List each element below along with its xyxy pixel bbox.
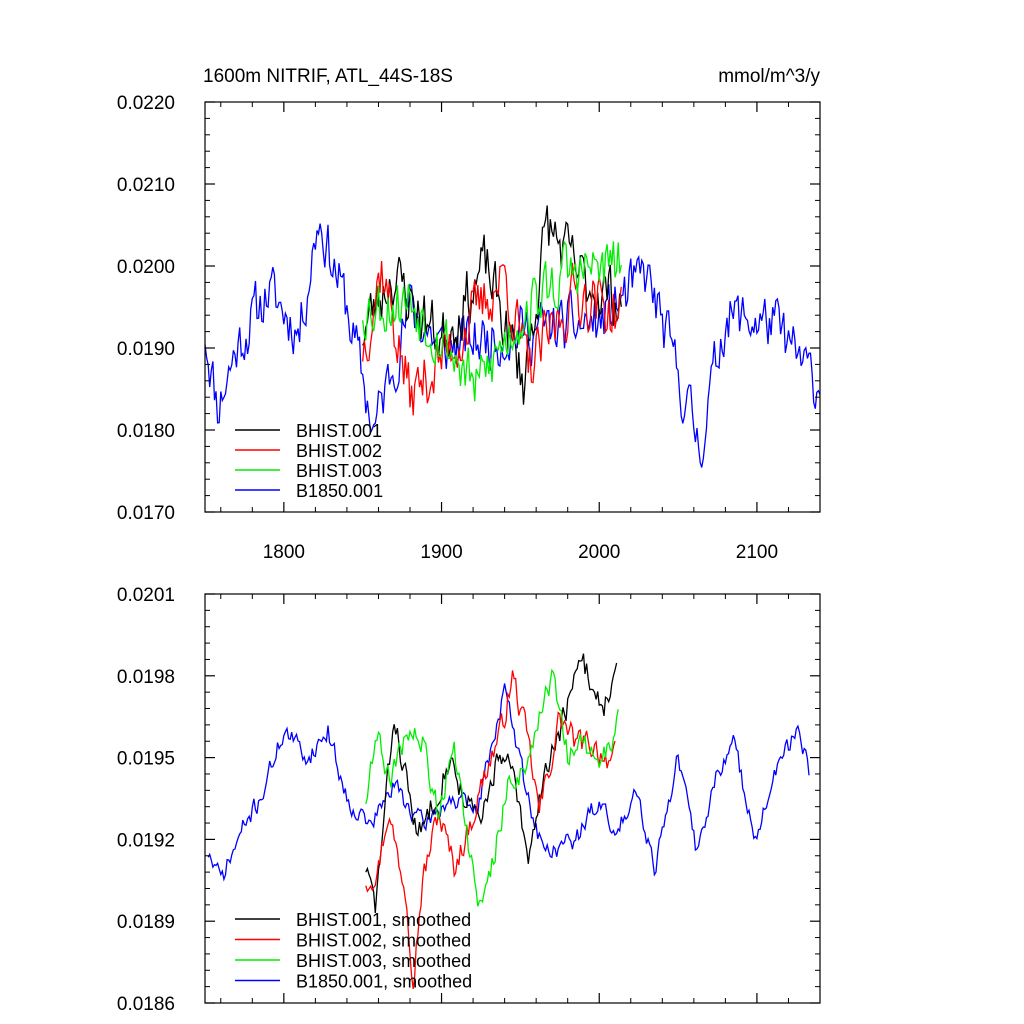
series-line <box>207 683 810 882</box>
bottom-panel: 0.0186 0.0189 0.0192 0.0195 0.0198 0.0201 BHIS… <box>117 585 821 1015</box>
plot-frame <box>204 101 821 513</box>
series-line <box>365 653 618 914</box>
legend-label: BHIST.001 <box>296 421 382 441</box>
series-line <box>362 260 622 416</box>
series-line <box>365 670 616 989</box>
x-tick-label: 2000 <box>578 542 620 563</box>
y-tick-label: 0.0192 <box>117 830 175 851</box>
y-tick-label: 0.0210 <box>117 175 175 196</box>
y-tick-label: 0.0180 <box>117 421 175 442</box>
chart-title: 1600m NITRIF, ATL_44S-18S <box>203 66 453 87</box>
legend-label: B1850.001, smoothed <box>296 972 472 992</box>
series-line <box>365 668 619 907</box>
legend-label: B1850.001 <box>296 481 383 501</box>
legend-label: BHIST.003, smoothed <box>296 951 471 971</box>
y-tick-label: 0.0186 <box>117 994 175 1015</box>
plot-frame <box>204 593 821 1004</box>
chart-units: mmol/m^3/y <box>718 66 820 87</box>
x-tick-label: 1800 <box>263 542 305 563</box>
legend-label: BHIST.002 <box>296 441 382 461</box>
y-tick-label: 0.0220 <box>117 93 175 114</box>
top-panel: 0.0170 0.0180 0.0190 0.0200 0.0210 0.0220 1800… <box>117 93 821 563</box>
series-line <box>362 240 622 402</box>
y-tick-label: 0.0195 <box>117 749 175 770</box>
y-tick-label: 0.0201 <box>117 585 175 606</box>
legend-label: BHIST.003 <box>296 461 382 481</box>
y-tick-label: 0.0189 <box>117 912 175 933</box>
x-tick-label: 2100 <box>736 542 778 563</box>
y-tick-label: 0.0170 <box>117 503 175 524</box>
y-tick-label: 0.0198 <box>117 667 175 688</box>
legend-label: BHIST.002, smoothed <box>296 931 471 951</box>
y-tick-label: 0.0200 <box>117 257 175 278</box>
legend-label: BHIST.001, smoothed <box>296 910 471 930</box>
x-tick-label: 1900 <box>420 542 462 563</box>
y-tick-label: 0.0190 <box>117 339 175 360</box>
